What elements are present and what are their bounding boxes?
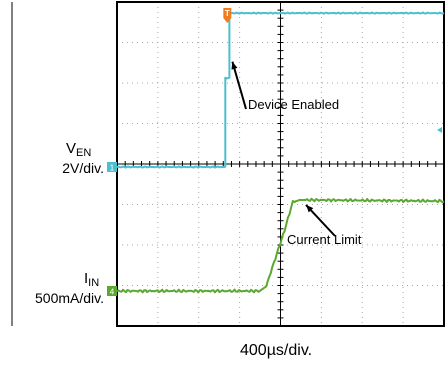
- ven-channel-label: VEN: [66, 140, 91, 159]
- svg-text:4: 4: [110, 288, 115, 297]
- iin-label-main: I: [84, 270, 89, 287]
- ven-label-subscript: EN: [76, 147, 92, 159]
- ground-marker-v-en: 1: [107, 162, 117, 173]
- annotation-arrowhead: [231, 61, 238, 70]
- ground-marker-i-in: 4: [107, 286, 117, 297]
- iin-channel-label: IIN: [84, 270, 99, 289]
- annotation-text: Device Enabled: [248, 97, 339, 112]
- iin-scale-label: 500mA/div.: [35, 290, 104, 306]
- ven-label-main: V: [66, 140, 77, 157]
- iin-label-subscript: IN: [88, 277, 100, 289]
- trigger-level-icon: [437, 127, 442, 133]
- annotation-text: Current Limit: [287, 232, 362, 247]
- trace-v-en: [116, 11, 445, 169]
- annotation-arrow-line: [231, 61, 247, 110]
- trigger-marker-icon: [223, 8, 232, 23]
- svg-text:1: 1: [110, 164, 115, 173]
- trace-i-in: [116, 197, 445, 294]
- x-axis-label: 400µs/div.: [240, 342, 313, 359]
- ven-scale-label: 2V/div.: [62, 160, 104, 176]
- trigger-marker-label: T: [225, 9, 230, 18]
- annotation-arrowhead: [305, 204, 314, 213]
